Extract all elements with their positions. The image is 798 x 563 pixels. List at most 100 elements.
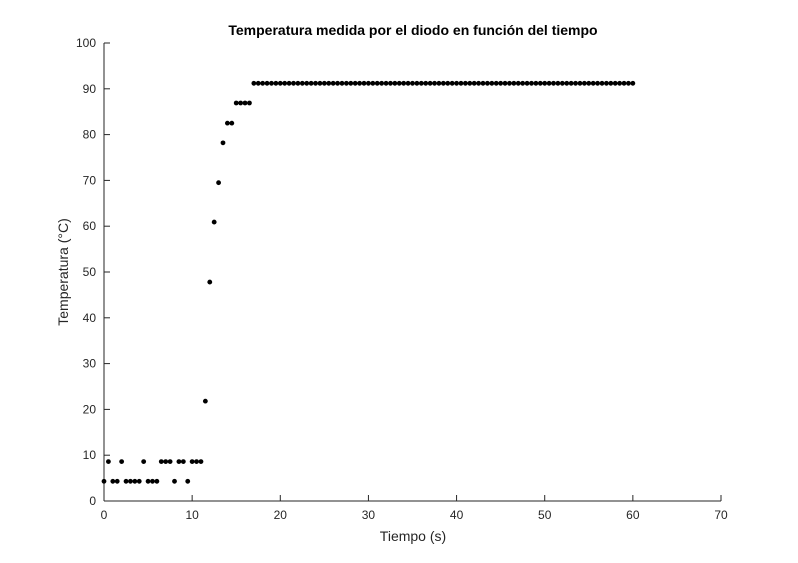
data-point [101,478,107,484]
chart-title: Temperatura medida por el diodo en funci… [228,22,597,38]
data-point [114,478,120,484]
data-point [264,80,270,86]
data-point [374,80,380,86]
data-point [167,459,173,465]
data-point [467,80,473,86]
data-point [207,279,213,285]
data-point [247,100,252,106]
data-point [176,459,182,465]
data-point [291,80,296,86]
data-point [626,80,631,86]
data-point [189,459,195,465]
data-point [119,459,125,465]
data-point [229,120,235,126]
data-point [110,478,116,484]
data-point [277,80,283,86]
x-tick-label: 0 [101,508,108,522]
data-point [282,80,288,86]
data-point [286,80,292,86]
data-point [559,80,565,86]
y-tick-label: 60 [83,219,97,233]
data-point [485,80,490,86]
x-tick-label: 10 [185,508,199,522]
data-point [498,80,504,86]
x-tick-label: 20 [274,508,288,522]
data-point [299,80,305,86]
x-axis-label: Tiempo (s) [380,528,446,544]
data-point [396,80,402,86]
data-point [242,100,248,106]
data-point [604,80,609,86]
data-point [128,478,133,484]
data-point [423,80,429,86]
data-point [542,80,548,86]
data-point [366,80,371,86]
data-point [476,80,482,86]
data-point [458,80,464,86]
y-axis-label: Temperatura (°C) [55,218,71,326]
data-point [150,478,155,484]
data-point [493,80,499,86]
data-point [308,80,314,86]
axes: 0 10 20 30 40 50 60 70 0 10 20 30 40 50 60 70 80 90 100 [76,36,728,522]
data-point [313,80,318,86]
y-tick-label: 50 [83,265,97,279]
y-tick-label: 90 [83,82,97,96]
data-point [233,100,239,106]
data-point [370,80,376,86]
x-tick-label: 70 [714,508,728,522]
x-tick-label: 60 [626,508,640,522]
y-tick-label: 100 [76,36,96,50]
data-point [418,80,424,86]
data-point [202,398,208,404]
data-point [405,80,411,86]
data-point [361,80,367,86]
data-point [255,80,261,86]
x-tick-label: 40 [450,508,464,522]
data-point [529,80,534,86]
data-point [586,80,592,86]
data-point [507,80,512,86]
data-point [590,80,596,86]
data-point [599,80,605,86]
data-point [154,478,160,484]
data-point [260,80,266,86]
y-tick-label: 30 [83,357,97,371]
data-point [555,80,561,86]
data-point [357,80,363,86]
data-point [480,80,486,86]
data-point [269,80,274,86]
data-point [608,80,614,86]
data-point [489,80,495,86]
data-point [427,80,433,86]
data-point [352,80,358,86]
data-point [515,80,521,86]
data-point [449,80,455,86]
y-tick-label: 0 [89,494,96,508]
data-point [136,478,142,484]
y-tick-label: 70 [83,173,97,187]
data-point [462,80,468,86]
y-tick-label: 80 [83,128,97,142]
data-point [564,80,570,86]
x-tick-label: 30 [362,508,376,522]
data-point [440,80,446,86]
data-point [251,80,257,86]
data-point [343,80,349,86]
data-point [630,80,636,86]
y-tick-label: 20 [83,402,97,416]
data-point [533,80,539,86]
data-point [410,80,415,86]
data-point [304,80,310,86]
data-point [225,120,230,126]
data-point [216,180,221,186]
data-point [436,80,442,86]
data-point [502,80,508,86]
data-point [321,80,327,86]
data-point [145,478,151,484]
data-point [388,80,393,86]
data-point [379,80,385,86]
data-point [454,80,459,86]
data-point [546,80,552,86]
data-point [612,80,618,86]
